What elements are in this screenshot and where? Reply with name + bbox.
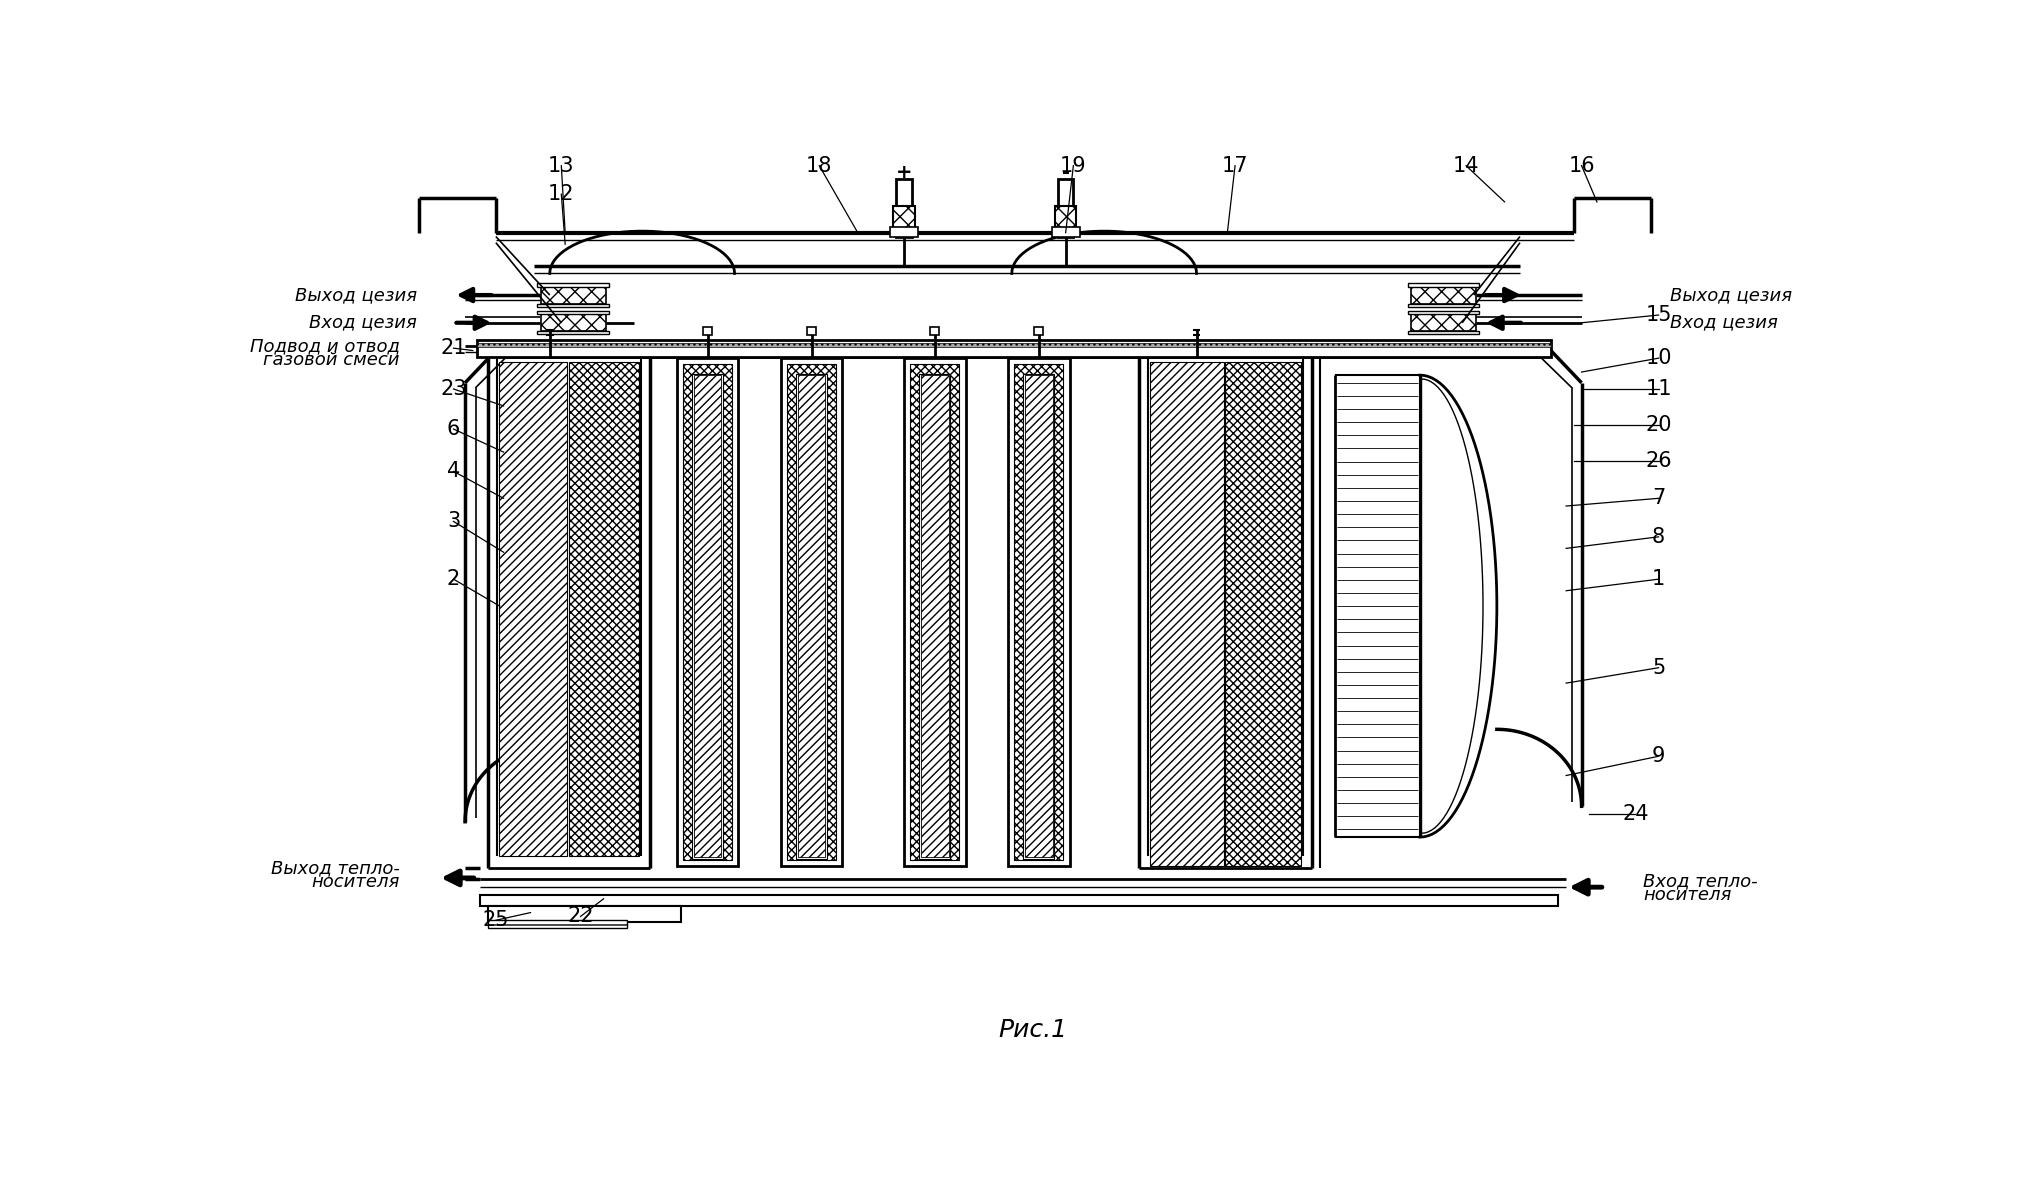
Text: 9: 9 — [1652, 746, 1666, 766]
Text: 25: 25 — [482, 910, 508, 931]
Text: 3: 3 — [448, 512, 460, 531]
Bar — [692, 374, 722, 859]
Text: +: + — [896, 163, 912, 183]
Text: 7: 7 — [1652, 489, 1666, 508]
Text: 20: 20 — [1646, 416, 1672, 435]
Text: 10: 10 — [1646, 348, 1672, 369]
Text: 8: 8 — [1652, 527, 1666, 546]
Text: 6: 6 — [448, 419, 460, 440]
Bar — [537, 331, 609, 334]
Text: Рис.1: Рис.1 — [998, 1017, 1067, 1041]
Bar — [797, 374, 827, 859]
Bar — [1008, 358, 1069, 866]
Bar — [1025, 375, 1053, 858]
Bar — [480, 895, 1559, 907]
Text: носителя: носителя — [1644, 886, 1731, 904]
Bar — [896, 179, 912, 237]
Text: 23: 23 — [440, 380, 466, 399]
Text: 5: 5 — [1652, 658, 1666, 677]
Text: 15: 15 — [1646, 305, 1672, 325]
Bar — [1410, 315, 1476, 331]
Bar — [537, 304, 609, 306]
Text: 1: 1 — [1652, 569, 1666, 590]
Text: Выход тепло-: Выход тепло- — [270, 859, 399, 877]
Bar — [694, 375, 722, 858]
Text: 14: 14 — [1452, 156, 1478, 175]
Text: газовой смеси: газовой смеси — [262, 351, 399, 369]
Bar — [807, 328, 817, 335]
Bar — [797, 375, 825, 858]
Text: 13: 13 — [549, 156, 575, 175]
Text: 4: 4 — [448, 461, 460, 482]
Bar — [1035, 328, 1043, 335]
Text: 18: 18 — [807, 156, 833, 175]
Bar — [498, 362, 567, 856]
Text: 21: 21 — [440, 339, 466, 358]
Text: Вход цезия: Вход цезия — [309, 313, 418, 331]
Text: 22: 22 — [567, 907, 593, 926]
Text: Вход цезия: Вход цезия — [1670, 313, 1779, 331]
Bar — [930, 328, 940, 335]
Bar — [684, 364, 732, 860]
Bar — [1055, 205, 1077, 235]
Bar — [1408, 304, 1478, 306]
Bar — [1015, 364, 1063, 860]
Bar — [537, 283, 609, 287]
Bar — [904, 358, 966, 866]
Bar — [1150, 362, 1224, 866]
Bar — [889, 227, 918, 237]
Text: 24: 24 — [1622, 803, 1648, 824]
Bar — [1408, 331, 1478, 334]
Bar — [569, 362, 639, 856]
Text: Выход цезия: Выход цезия — [294, 286, 418, 304]
Text: носителя: носителя — [311, 873, 399, 891]
Bar — [678, 358, 738, 866]
Bar — [537, 311, 609, 315]
Bar — [1059, 179, 1073, 237]
Bar — [1224, 362, 1301, 866]
Text: Вход тепло-: Вход тепло- — [1644, 873, 1757, 891]
Bar — [787, 364, 837, 860]
Bar — [1408, 283, 1478, 287]
Text: 26: 26 — [1646, 452, 1672, 471]
Bar — [1023, 374, 1055, 859]
Bar — [541, 287, 605, 304]
Bar — [476, 342, 1551, 347]
Bar — [1410, 287, 1476, 304]
Bar — [488, 907, 680, 922]
Bar — [704, 328, 712, 335]
Bar — [920, 374, 950, 859]
Text: Выход цезия: Выход цезия — [1670, 286, 1793, 304]
Text: -: - — [1061, 163, 1069, 183]
Text: Подвод и отвод: Подвод и отвод — [250, 337, 399, 355]
Text: 17: 17 — [1222, 156, 1249, 175]
Text: 16: 16 — [1569, 156, 1595, 175]
Bar — [910, 364, 960, 860]
Text: 11: 11 — [1646, 380, 1672, 399]
Text: 2: 2 — [448, 569, 460, 590]
Bar — [1408, 311, 1478, 315]
Bar — [476, 340, 1551, 358]
Bar — [541, 315, 605, 331]
Text: 12: 12 — [549, 184, 575, 204]
Bar — [781, 358, 843, 866]
Text: 19: 19 — [1061, 156, 1087, 175]
Bar — [894, 205, 916, 235]
Bar — [922, 375, 948, 858]
Bar — [1051, 227, 1079, 237]
Bar — [488, 920, 627, 928]
